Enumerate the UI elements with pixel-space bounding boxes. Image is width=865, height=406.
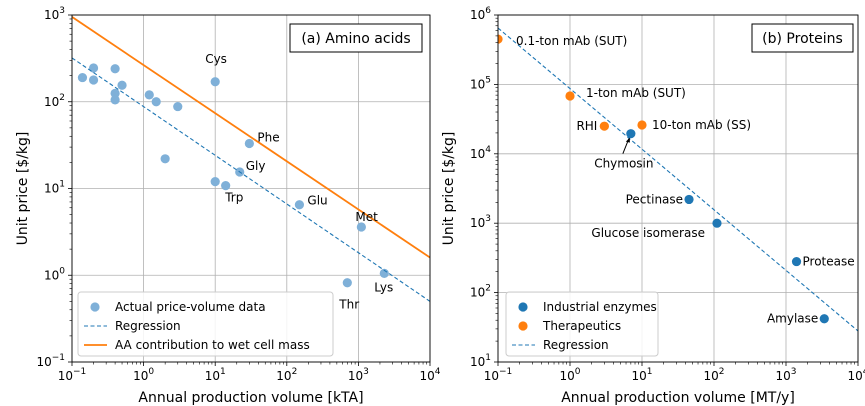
data-point xyxy=(160,154,170,164)
point-trp xyxy=(210,177,220,187)
y-tick-label: 101 xyxy=(44,180,65,196)
point-lys xyxy=(379,268,389,279)
x-tick-label: 103 xyxy=(348,367,369,383)
point-pectinase xyxy=(684,194,694,205)
panel-amino-acids: 10−1 100 101 102 103 104 10−1 100 101 102 103 Cys Ph… xyxy=(15,6,441,406)
y-tick-label: 102 xyxy=(44,93,65,109)
point-1-ton-mab-sut xyxy=(565,91,575,101)
legend-box xyxy=(505,291,659,357)
x-tick-label: 10−1 xyxy=(58,367,87,383)
y-tick-label: 104 xyxy=(470,145,491,161)
regression-line xyxy=(498,27,858,332)
y-tick-label: 101 xyxy=(470,353,491,369)
x-tick-label: 103 xyxy=(775,367,796,383)
data-point xyxy=(77,72,88,83)
x-tick-label: 10−1 xyxy=(484,367,513,383)
legend-label: Actual price-volume data xyxy=(115,300,266,314)
label-glucose-isomerase: Glucose isomerase xyxy=(591,226,705,240)
data-point xyxy=(117,80,127,90)
panel-proteins: 10−1 100 101 102 103 104 101 102 103 104 105 106 Chy… xyxy=(441,6,865,406)
y-axis-label: Unit price [$/kg] xyxy=(441,132,457,246)
data-point xyxy=(88,75,99,85)
label-trp: Trp xyxy=(224,191,243,205)
panel-title: (a) Amino acids xyxy=(301,31,410,47)
plot-area xyxy=(498,27,858,332)
point-amylase xyxy=(819,314,829,324)
y-tick-label: 106 xyxy=(470,6,491,22)
axes-frame xyxy=(71,14,431,363)
legend-label: Therapeutics xyxy=(542,319,621,333)
label-pectinase: Pectinase xyxy=(626,192,683,206)
regression-line xyxy=(72,57,430,302)
chymosin-arrowhead xyxy=(625,137,630,143)
label-chymosin: Chymosin xyxy=(594,157,653,171)
label-protease: Protease xyxy=(803,255,855,269)
data-point xyxy=(110,64,120,74)
point-10-ton-mab-ss xyxy=(637,120,647,130)
data-point xyxy=(88,63,99,73)
data-point xyxy=(110,88,120,98)
x-tick-label: 102 xyxy=(276,367,297,383)
y-tick-label: 102 xyxy=(470,284,491,300)
point-chymosin xyxy=(626,129,636,139)
y-tick-label: 10−1 xyxy=(36,353,65,369)
x-tick-label: 101 xyxy=(631,367,652,383)
point-thr xyxy=(342,278,352,288)
x-tick-label: 104 xyxy=(847,367,865,383)
x-tick-label: 102 xyxy=(703,367,724,383)
label-gly: Gly xyxy=(246,159,266,173)
label-10-ton-mab-ss: 10-ton mAb (SS) xyxy=(652,118,751,132)
x-axis-label: Annual production volume [kTA] xyxy=(138,390,363,406)
legend-marker xyxy=(518,302,528,312)
panel-title: (b) Proteins xyxy=(762,31,843,47)
y-tick-label: 105 xyxy=(470,75,491,91)
legend-label: Regression xyxy=(543,338,609,352)
panel-title-box xyxy=(289,23,423,53)
label-1-ton-mab-sut: 1-ton mAb (SUT) xyxy=(586,86,686,100)
x-tick-label: 100 xyxy=(133,367,154,383)
legend-marker xyxy=(90,302,100,312)
label-phe: Phe xyxy=(257,131,279,145)
legend-marker xyxy=(518,321,528,331)
label-cys: Cys xyxy=(205,52,227,66)
data-point xyxy=(151,97,161,107)
y-tick-label: 103 xyxy=(470,214,491,230)
label-lys: Lys xyxy=(374,280,393,294)
x-tick-label: 101 xyxy=(205,367,226,383)
axes-frame xyxy=(497,14,859,363)
legend-label: Regression xyxy=(115,319,181,333)
x-tick-label: 100 xyxy=(559,367,580,383)
label-met: Met xyxy=(355,210,378,224)
y-axis-label: Unit price [$/kg] xyxy=(15,132,31,246)
label-thr: Thr xyxy=(338,298,359,312)
data-point xyxy=(221,181,231,191)
label-glu: Glu xyxy=(307,194,327,208)
point-cys xyxy=(210,77,220,87)
aa-contribution-line xyxy=(72,16,430,259)
point-phe xyxy=(244,138,254,149)
label-rhi: RHI xyxy=(576,119,597,133)
y-tick-label: 100 xyxy=(44,266,65,282)
y-tick-label: 103 xyxy=(44,6,65,22)
legend-label: Industrial enzymes xyxy=(543,300,657,314)
legend-label: AA contribution to wet cell mass xyxy=(115,338,310,352)
point-met xyxy=(356,222,366,232)
point-glu xyxy=(294,200,305,210)
point-protease xyxy=(791,256,802,267)
data-point xyxy=(173,101,183,112)
data-point xyxy=(144,90,154,100)
x-tick-label: 104 xyxy=(419,367,440,383)
label-amylase: Amylase xyxy=(767,312,818,326)
x-axis-label: Annual production volume [MT/y] xyxy=(561,390,795,406)
point-glucose-isomerase xyxy=(712,218,722,228)
point-0-1-ton-mab-sut xyxy=(498,34,503,44)
point-rhi xyxy=(599,121,609,131)
data-point xyxy=(110,95,120,105)
label-0-1-ton-mab-sut: 0.1-ton mAb (SUT) xyxy=(516,34,627,48)
legend-box xyxy=(77,291,334,357)
panel-title-box xyxy=(751,23,854,53)
plot-area xyxy=(72,16,430,302)
